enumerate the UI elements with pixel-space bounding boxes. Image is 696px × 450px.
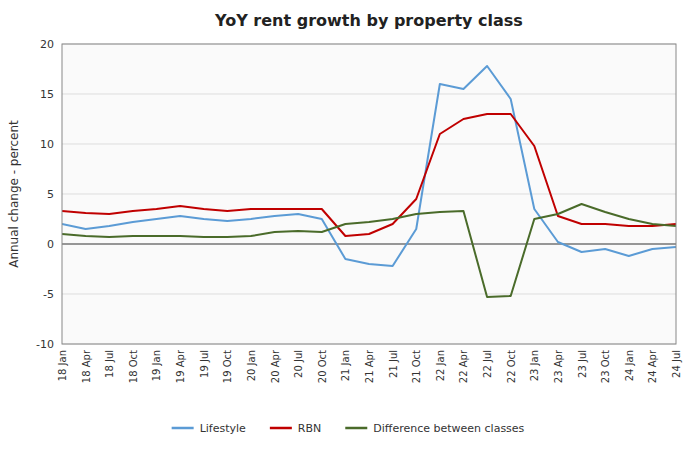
x-tick-label: 18 Jan — [57, 350, 68, 381]
grid-line — [62, 94, 676, 95]
x-tick-label: 22 Jul — [482, 350, 493, 378]
x-tick-label: 18 Oct — [128, 350, 139, 383]
x-tick-label: 18 Apr — [81, 349, 92, 383]
legend-label: Lifestyle — [200, 422, 246, 435]
x-tick-label: 23 Apr — [553, 349, 564, 383]
x-tick-label: 18 Jul — [104, 350, 115, 378]
y-tick-label: 5 — [47, 188, 54, 201]
y-axis: -10 -5 0 5 10 15 20 — [36, 38, 676, 351]
zero-line — [62, 243, 676, 244]
x-tick-label: 22 Apr — [458, 349, 469, 383]
legend-label: Difference between classes — [373, 422, 524, 435]
x-tick-label: 24 Jan — [624, 350, 635, 381]
legend-item: Lifestyle — [172, 422, 246, 435]
x-tick-label: 21 Jul — [388, 350, 399, 378]
x-tick-label: 20 Apr — [270, 349, 281, 383]
grid-line — [62, 294, 676, 295]
y-tick-label: 0 — [47, 238, 54, 251]
page: {"chart_data": { "type": "line", "title"… — [0, 0, 696, 450]
x-tick-label: 20 Oct — [317, 350, 328, 383]
legend-label: RBN — [298, 422, 321, 435]
y-tick-label: 15 — [40, 88, 54, 101]
x-tick-label: 22 Jan — [435, 350, 446, 381]
x-tick-label: 21 Jan — [340, 350, 351, 381]
title: YoY rent growth by property class — [214, 11, 523, 30]
x-tick-label: 24 Jul — [671, 350, 682, 378]
y-tick-label: -10 — [36, 338, 54, 351]
x-tick-label: 21 Oct — [411, 350, 422, 383]
legend: Lifestyle RBN Difference between classes — [172, 422, 525, 435]
x-tick-label: 22 Oct — [506, 350, 517, 383]
y-tick-label: 20 — [40, 38, 54, 51]
y-axis-label: Annual change - percent — [7, 120, 21, 268]
series-lines — [62, 66, 676, 297]
x-tick-label: 23 Jan — [529, 350, 540, 381]
legend-swatch — [345, 427, 367, 430]
legend-item: RBN — [270, 422, 321, 435]
legend-swatch — [270, 427, 292, 430]
y-tick-label: -5 — [43, 288, 54, 301]
legend-swatch — [172, 427, 194, 430]
x-tick-label: 24 Apr — [647, 349, 658, 383]
chart: YoY rent growth by property class -10 -5 0 5… — [0, 0, 696, 450]
x-tick-label: 19 Jan — [151, 350, 162, 381]
plot-frame — [62, 44, 676, 344]
series-line — [62, 114, 676, 236]
grid-line — [62, 194, 676, 195]
legend-item: Difference between classes — [345, 422, 524, 435]
x-tick-label: 19 Apr — [175, 349, 186, 383]
x-tick-label: 19 Oct — [222, 350, 233, 383]
x-tick-label: 21 Apr — [364, 349, 375, 383]
plot-background — [62, 44, 676, 344]
y-tick-label: 10 — [40, 138, 54, 151]
x-tick-label: 20 Jan — [246, 350, 257, 381]
x-tick-label: 20 Jul — [293, 350, 304, 378]
x-axis: 18 Jan 18 Apr 18 Jul 18 Oct 19 Jan 19 Apr 19 J… — [57, 349, 682, 383]
series-line — [62, 204, 676, 297]
x-tick-label: 23 Oct — [600, 350, 611, 383]
grid-line — [62, 144, 676, 145]
x-tick-label: 19 Jul — [199, 350, 210, 378]
x-tick-label: 23 Jul — [577, 350, 588, 378]
